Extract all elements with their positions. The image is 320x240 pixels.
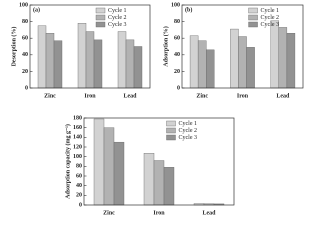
x-tick-label: Zinc — [44, 93, 56, 99]
legend-swatch — [248, 7, 258, 14]
y-tick-label: 40 — [174, 52, 180, 58]
bar — [238, 36, 247, 89]
y-tick-label: 140 — [73, 135, 82, 141]
bar — [103, 127, 115, 206]
y-tick-label: 80 — [22, 19, 28, 25]
y-tick-label: 120 — [73, 144, 82, 150]
bar — [286, 33, 296, 89]
bar — [125, 39, 135, 89]
y-tick-label: 40 — [22, 52, 28, 58]
bar — [37, 25, 47, 89]
legend-swatch — [166, 120, 176, 127]
x-tick-label: Iron — [84, 93, 96, 99]
legend-label: Cycle 1 — [179, 121, 198, 127]
x-tick-label: Zinc — [196, 93, 208, 99]
y-tick-label: 0 — [79, 202, 82, 208]
y-axis-label: Adsorption (%) — [162, 26, 169, 67]
legend-label: Cycle 3 — [179, 135, 198, 141]
legend-swatch — [248, 21, 258, 28]
bar — [133, 46, 143, 89]
y-tick-label: 180 — [73, 115, 82, 121]
bar — [113, 141, 125, 206]
plot-frame — [181, 4, 304, 89]
bar — [45, 33, 55, 89]
bar — [77, 23, 87, 89]
bar — [53, 40, 63, 89]
legend-label: Cycle 2 — [261, 15, 280, 21]
legend-swatch — [166, 127, 176, 134]
figure: 0 20 40 60 80 100 Zinc Iron Lead Desorption (%) (a… — [10, 2, 304, 216]
bar — [85, 31, 95, 89]
y-tick-label: 40 — [76, 183, 82, 189]
bar — [93, 39, 103, 89]
x-tick-label: Zinc — [103, 210, 115, 216]
bar — [189, 35, 199, 89]
plot-frame — [29, 4, 151, 89]
y-tick-label: 20 — [22, 69, 28, 75]
y-axis-label: Desorption (%) — [10, 27, 17, 67]
y-tick-label: 0 — [25, 85, 28, 91]
y-tick-label: 60 — [22, 36, 28, 42]
bar — [153, 160, 165, 206]
y-tick-label: 80 — [174, 19, 180, 25]
y-tick-label: 20 — [76, 193, 82, 199]
bar — [143, 153, 155, 206]
bar — [230, 28, 239, 89]
bar — [117, 31, 127, 89]
bar — [197, 40, 207, 89]
legend-swatch — [166, 134, 176, 141]
legend-label: Cycle 2 — [179, 128, 198, 134]
panel-label: (b) — [185, 6, 192, 13]
y-tick-label: 60 — [174, 36, 180, 42]
legend-swatch — [248, 14, 258, 21]
legend-label: Cycle 3 — [261, 22, 280, 28]
legend-label: Cycle 1 — [261, 8, 280, 14]
legend-swatch — [95, 21, 106, 28]
y-axis-label: Adsorption capacity (mg g⁻¹) — [64, 124, 71, 199]
x-tick-label: Iron — [237, 93, 249, 99]
y-tick-label: 60 — [76, 173, 82, 179]
legend-label: Cycle 2 — [108, 15, 127, 21]
y-tick-label: 100 — [171, 2, 180, 8]
bar — [163, 167, 175, 206]
legend-label: Cycle 1 — [108, 8, 127, 14]
y-tick-label: 100 — [19, 2, 28, 8]
legend-swatch — [95, 7, 106, 14]
y-tick-label: 100 — [73, 154, 82, 160]
bar — [93, 118, 105, 206]
y-tick-label: 80 — [76, 164, 82, 170]
bar — [205, 49, 215, 89]
legend-label: Cycle 3 — [108, 22, 127, 28]
y-tick-label: 20 — [174, 69, 180, 75]
bar — [270, 20, 280, 89]
y-tick-label: 160 — [73, 125, 82, 131]
plot-frame — [83, 117, 235, 206]
x-tick-label: Lead — [123, 93, 137, 99]
x-tick-label: Lead — [276, 93, 290, 99]
x-tick-label: Iron — [153, 210, 165, 216]
legend-swatch — [95, 14, 106, 21]
bar — [246, 47, 255, 89]
x-tick-label: Lead — [202, 210, 216, 216]
panel-label: (a) — [33, 6, 40, 13]
bar — [278, 27, 288, 89]
y-tick-label: 0 — [177, 85, 180, 91]
